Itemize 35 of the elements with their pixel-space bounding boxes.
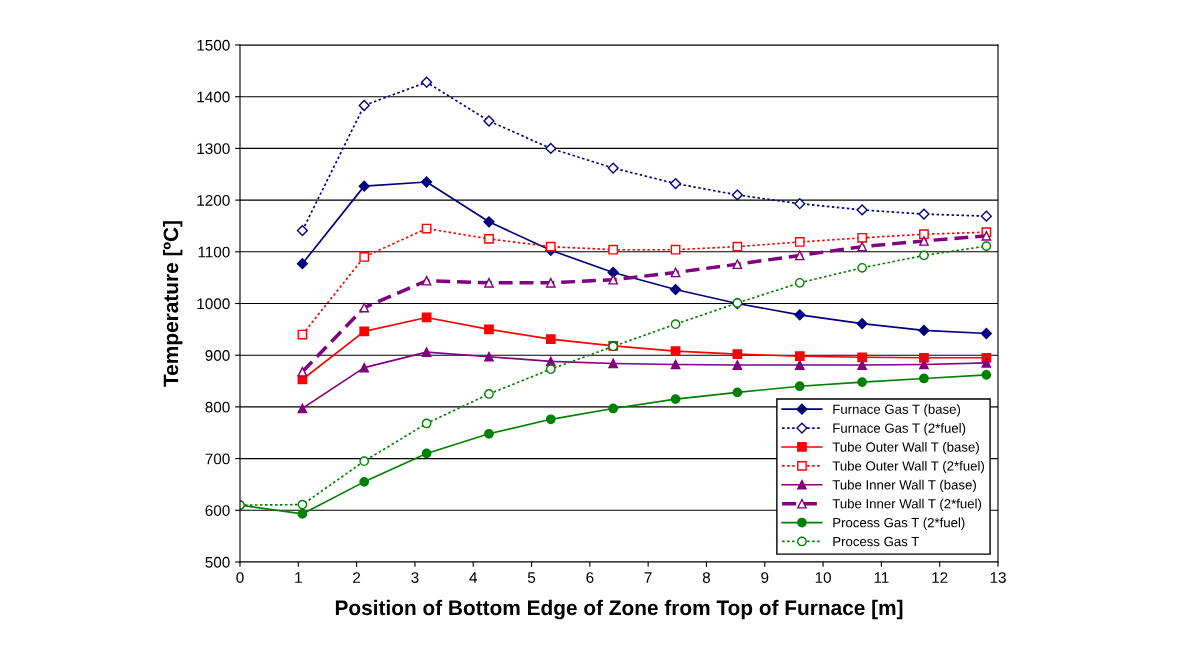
legend-label: Tube Inner Wall T (base) [832, 479, 976, 493]
y-tick-label: 1200 [197, 194, 230, 206]
x-tick-label: 4 [469, 572, 478, 583]
x-tick-label: 5 [527, 572, 536, 583]
y-tick-label: 500 [205, 556, 230, 568]
legend-label: Tube Outer Wall T (2*fuel) [832, 460, 984, 474]
x-tick-label: 12 [932, 572, 948, 583]
legend-label: Tube Outer Wall T (base) [832, 442, 979, 455]
legend-label: Furnace Gas T (base) [833, 404, 961, 417]
x-tick-label: 8 [702, 572, 711, 583]
x-tick-label: 3 [411, 572, 419, 583]
legend-label: Tube Inner Wall T (2*fuel) [832, 498, 982, 512]
y-tick-label: 1300 [197, 143, 230, 155]
y-tick-label: 700 [205, 453, 230, 465]
y-tick-label: 1000 [197, 298, 230, 310]
legend-label: Process Gas T (2*fuel) [833, 517, 965, 530]
x-tick-label: 2 [353, 572, 361, 583]
y-tick-label: 1100 [198, 246, 230, 258]
y-tick-label: 600 [205, 505, 230, 516]
legend-label: Process Gas T [833, 536, 919, 547]
x-tick-label: 11 [874, 572, 889, 583]
y-tick-label: 1500 [197, 39, 230, 51]
y-tick-label: 900 [205, 350, 230, 361]
x-tick-label: 7 [644, 572, 652, 583]
x-tick-label: 1 [295, 572, 302, 583]
legend-label: Furnace Gas T (2*fuel) [833, 423, 966, 436]
y-tick-label: 1400 [197, 91, 230, 103]
x-tick-label: 10 [815, 572, 831, 583]
x-tick-label: 13 [990, 572, 1006, 583]
y-axis-title: Temperature [ºC] [162, 221, 183, 387]
x-tick-label: 0 [236, 572, 244, 583]
x-tick-label: 6 [586, 572, 594, 583]
x-tick-label: 9 [761, 572, 769, 583]
y-tick-label: 800 [205, 401, 230, 413]
x-axis-title: Position of Bottom Edge of Zone from Top of Furnace [m] [335, 599, 903, 620]
